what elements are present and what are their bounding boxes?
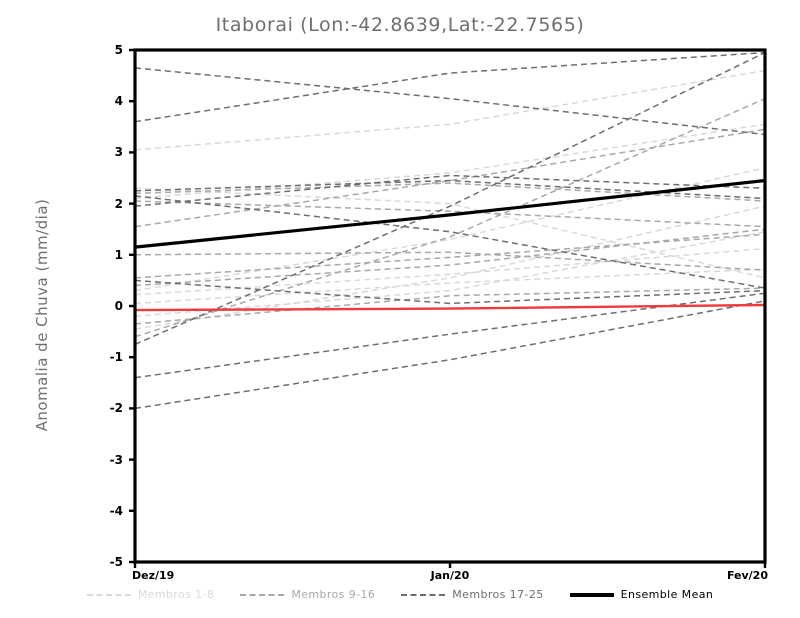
zero-reference-line	[134, 303, 766, 312]
legend-line-swatch	[86, 593, 131, 596]
series-line	[134, 279, 766, 305]
legend-entry[interactable]: Membros 1-8	[86, 588, 215, 601]
series-line	[134, 51, 766, 346]
chart-title: Itaborai (Lon:-42.8639,Lat:-22.7565)	[215, 14, 585, 36]
series-line	[134, 195, 766, 289]
legend-line-swatch	[240, 593, 285, 596]
y-tick-label: 4	[114, 94, 123, 109]
series-line	[134, 97, 766, 338]
series-line	[134, 187, 766, 279]
legend-label: Membros 1-8	[137, 588, 215, 601]
legend-line-swatch	[569, 592, 614, 597]
series-line	[134, 231, 766, 317]
y-tick-label: 3	[114, 145, 123, 160]
series-line	[134, 205, 766, 330]
series-line	[134, 251, 766, 271]
y-tick-label: -4	[109, 503, 123, 518]
series-line	[134, 69, 766, 151]
legend-label: Ensemble Mean	[620, 588, 714, 601]
y-tick-label: 0	[114, 299, 123, 313]
legend-entry[interactable]: Membros 9-16	[240, 588, 375, 601]
chart-legend: Membros 1-8 Membros 9-16 Membros 17-25 Ense…	[0, 588, 800, 601]
series-line	[134, 200, 766, 228]
y-tick-label: -3	[109, 452, 123, 467]
x-tick-label: Fev/20	[726, 569, 768, 582]
series-line	[134, 292, 766, 379]
series-line	[134, 287, 766, 325]
series-line	[134, 178, 766, 249]
series-line	[134, 228, 766, 287]
legend-line-swatch	[401, 593, 446, 596]
series-line	[134, 233, 766, 279]
y-tick-label: 1	[114, 247, 123, 262]
y-tick-label: -5	[109, 555, 123, 569]
legend-entry[interactable]: Membros 17-25	[401, 588, 543, 601]
y-tick-label: -2	[109, 401, 123, 416]
series-layer	[134, 51, 766, 410]
series-line	[134, 128, 766, 228]
tick-layer	[129, 48, 767, 568]
y-tick-label: 2	[114, 196, 123, 211]
series-line	[134, 51, 766, 123]
y-tick-label: 5	[114, 43, 123, 57]
y-tick-label: -1	[109, 350, 123, 365]
series-line	[134, 174, 766, 207]
legend-label: Membros 9-16	[291, 588, 376, 601]
series-line	[134, 182, 766, 202]
series-line	[134, 67, 766, 136]
legend-label: Membros 17-25	[452, 588, 544, 601]
legend-entry[interactable]: Ensemble Mean	[569, 588, 714, 601]
x-tick-label: Jan/20	[430, 569, 470, 582]
series-line	[134, 268, 766, 305]
series-line	[134, 300, 766, 410]
x-tick-label: Dez/19	[132, 569, 175, 582]
